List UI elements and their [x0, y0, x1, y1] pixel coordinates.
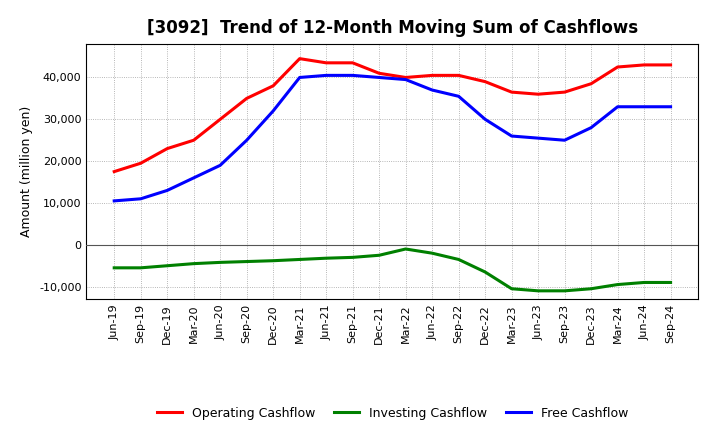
Operating Cashflow	[666, 62, 675, 68]
Investing Cashflow	[613, 282, 622, 287]
Line: Operating Cashflow: Operating Cashflow	[114, 59, 670, 172]
Free Cashflow	[243, 138, 251, 143]
Free Cashflow	[163, 188, 171, 193]
Free Cashflow	[481, 117, 490, 122]
Operating Cashflow	[454, 73, 463, 78]
Investing Cashflow	[375, 253, 384, 258]
Operating Cashflow	[269, 83, 277, 88]
Investing Cashflow	[216, 260, 225, 265]
Investing Cashflow	[587, 286, 595, 291]
Free Cashflow	[428, 88, 436, 93]
Operating Cashflow	[428, 73, 436, 78]
Investing Cashflow	[322, 256, 330, 261]
Operating Cashflow	[110, 169, 119, 174]
Operating Cashflow	[216, 117, 225, 122]
Investing Cashflow	[640, 280, 649, 285]
Free Cashflow	[269, 108, 277, 114]
Operating Cashflow	[348, 60, 357, 66]
Investing Cashflow	[428, 250, 436, 256]
Free Cashflow	[348, 73, 357, 78]
Investing Cashflow	[295, 257, 304, 262]
Investing Cashflow	[534, 288, 542, 293]
Free Cashflow	[560, 138, 569, 143]
Investing Cashflow	[666, 280, 675, 285]
Investing Cashflow	[348, 255, 357, 260]
Free Cashflow	[136, 196, 145, 202]
Free Cashflow	[322, 73, 330, 78]
Line: Investing Cashflow: Investing Cashflow	[114, 249, 670, 291]
Operating Cashflow	[560, 89, 569, 95]
Free Cashflow	[189, 175, 198, 180]
Operating Cashflow	[322, 60, 330, 66]
Free Cashflow	[534, 136, 542, 141]
Investing Cashflow	[269, 258, 277, 264]
Y-axis label: Amount (million yen): Amount (million yen)	[20, 106, 34, 237]
Operating Cashflow	[481, 79, 490, 84]
Free Cashflow	[454, 94, 463, 99]
Operating Cashflow	[401, 75, 410, 80]
Free Cashflow	[508, 133, 516, 139]
Free Cashflow	[666, 104, 675, 110]
Free Cashflow	[401, 77, 410, 82]
Investing Cashflow	[401, 246, 410, 252]
Operating Cashflow	[534, 92, 542, 97]
Free Cashflow	[640, 104, 649, 110]
Investing Cashflow	[136, 265, 145, 271]
Free Cashflow	[613, 104, 622, 110]
Investing Cashflow	[560, 288, 569, 293]
Operating Cashflow	[508, 89, 516, 95]
Free Cashflow	[375, 75, 384, 80]
Investing Cashflow	[508, 286, 516, 291]
Operating Cashflow	[243, 96, 251, 101]
Investing Cashflow	[110, 265, 119, 271]
Free Cashflow	[216, 163, 225, 168]
Investing Cashflow	[481, 269, 490, 275]
Operating Cashflow	[640, 62, 649, 68]
Operating Cashflow	[613, 64, 622, 70]
Operating Cashflow	[136, 161, 145, 166]
Operating Cashflow	[189, 138, 198, 143]
Title: [3092]  Trend of 12-Month Moving Sum of Cashflows: [3092] Trend of 12-Month Moving Sum of C…	[147, 19, 638, 37]
Free Cashflow	[295, 75, 304, 80]
Investing Cashflow	[243, 259, 251, 264]
Free Cashflow	[587, 125, 595, 130]
Free Cashflow	[110, 198, 119, 204]
Operating Cashflow	[295, 56, 304, 61]
Line: Free Cashflow: Free Cashflow	[114, 75, 670, 201]
Operating Cashflow	[163, 146, 171, 151]
Investing Cashflow	[454, 257, 463, 262]
Operating Cashflow	[587, 81, 595, 86]
Legend: Operating Cashflow, Investing Cashflow, Free Cashflow: Operating Cashflow, Investing Cashflow, …	[152, 403, 633, 425]
Investing Cashflow	[189, 261, 198, 266]
Operating Cashflow	[375, 71, 384, 76]
Investing Cashflow	[163, 263, 171, 268]
